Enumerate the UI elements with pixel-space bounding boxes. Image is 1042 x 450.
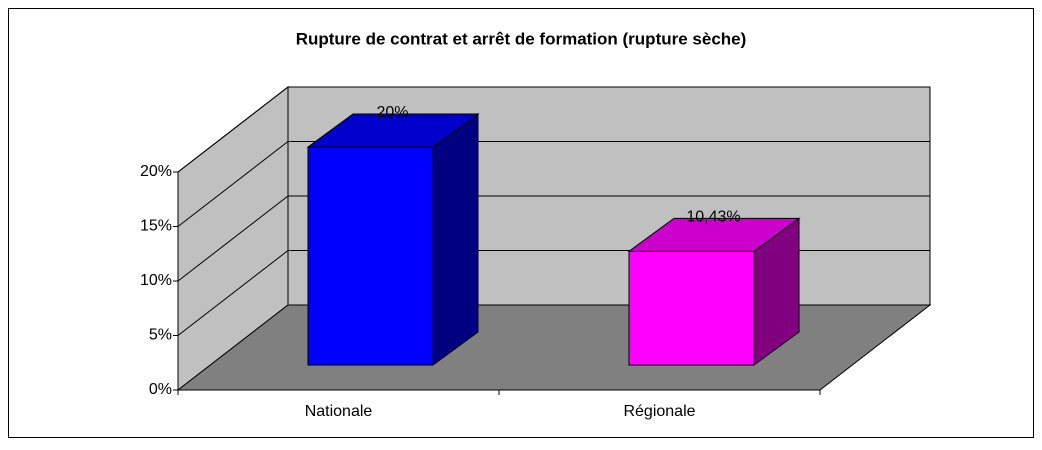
- grid-line: [177, 195, 289, 282]
- bar: [628, 250, 755, 366]
- y-tick-label: 20%: [140, 163, 172, 180]
- chart-title: Rupture de contrat et arrêt de formation…: [296, 29, 747, 48]
- bar-side: [753, 217, 800, 366]
- x-tick-label: Régionale: [623, 403, 695, 420]
- bar-side: [432, 113, 479, 366]
- x-tick-label: Nationale: [305, 403, 373, 420]
- data-label: 10,43%: [686, 209, 740, 226]
- grid-line: [177, 141, 289, 227]
- data-label: 20%: [376, 104, 408, 121]
- bar: [307, 146, 434, 366]
- y-tick-label: 0%: [149, 381, 172, 398]
- grid-line: [177, 86, 289, 173]
- y-tick-label: 5%: [149, 327, 172, 344]
- floor: [176, 304, 932, 391]
- y-tick-label: 15%: [140, 218, 172, 235]
- grid-line: [177, 250, 289, 336]
- y-tick-label: 10%: [140, 272, 172, 289]
